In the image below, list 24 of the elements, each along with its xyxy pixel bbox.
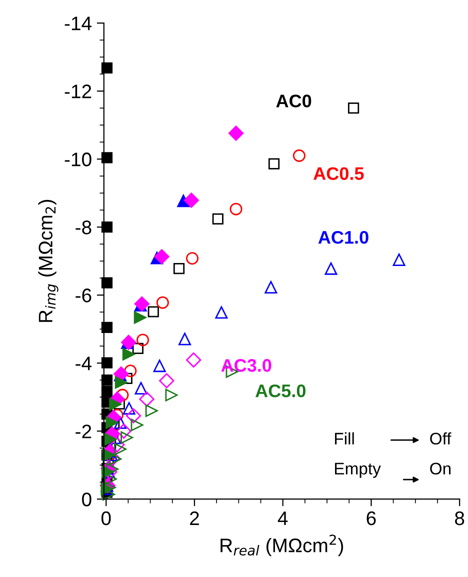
- y-axis-title: R$_{img}$ (MΩcm$_{2}$): [38, 200, 58, 322]
- annotation: Empty: [335, 462, 381, 478]
- annotation: Off: [430, 432, 452, 445]
- series-label: AC0.5: [314, 167, 364, 180]
- x-tick-label: 4: [278, 512, 288, 525]
- x-tick-label: 6: [366, 511, 376, 526]
- annotation: Fill: [335, 432, 354, 444]
- y-tick-label: -4: [76, 356, 92, 370]
- y-tick-label: 0: [82, 492, 92, 506]
- series-label: AC3.0: [221, 359, 272, 372]
- y-tick-label: -2: [76, 424, 92, 438]
- y-tick-label: -12: [64, 84, 92, 98]
- text: AC0: [276, 94, 312, 108]
- series-label: AC5.0: [256, 384, 306, 398]
- series-label: AC1.0: [318, 230, 368, 244]
- y-tick-label: -6: [76, 288, 92, 302]
- x-tick-label: 2: [190, 511, 199, 525]
- y-tick-label: -10: [64, 152, 92, 166]
- annotation: On: [430, 462, 450, 475]
- x-axis-title: R$_{real}$ (MΩcm$^{2}$): [220, 534, 344, 556]
- x-tick-label: 8: [455, 511, 464, 526]
- y-tick-label: -14: [64, 16, 92, 30]
- y-tick-label: -8: [76, 220, 92, 234]
- x-tick-label: 0: [101, 511, 111, 526]
